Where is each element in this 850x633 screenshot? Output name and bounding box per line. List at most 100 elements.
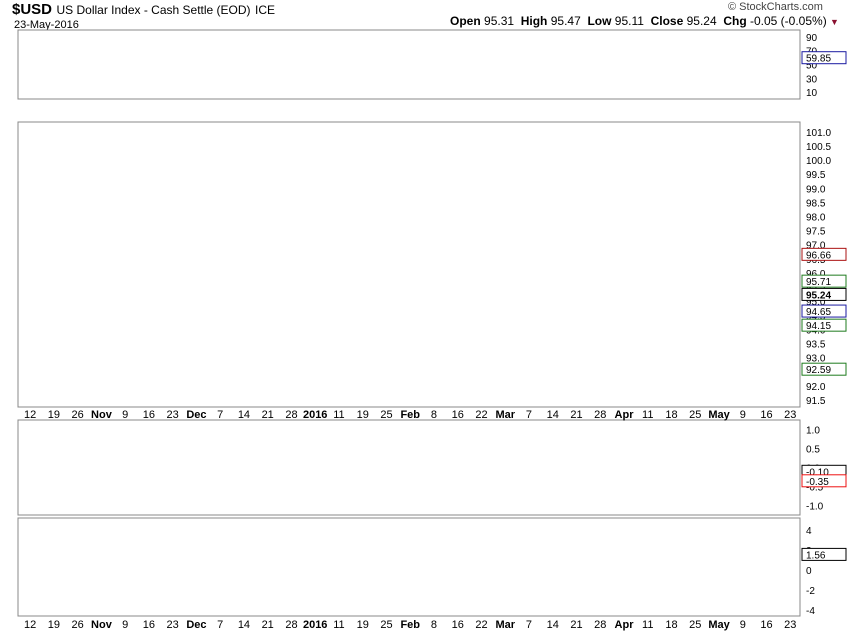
y-tick-label: 96.0 [806,269,826,280]
roc-frame [17,517,801,617]
x-tick-label: 7 [217,619,223,631]
rsi-frame [17,29,801,100]
y-tick-label: 97.5 [806,227,826,238]
y-tick-label: 90 [806,33,818,44]
x-tick-label: 11 [642,409,653,421]
chg-value: -0.05 (-0.05%) [750,14,827,28]
x-tick-label: 12 [24,619,36,631]
x-tick-label: Mar [495,619,515,631]
x-tick-label: 18 [665,619,677,631]
x-tick-label: 23 [784,409,796,421]
roc-right-label: 1.56 [806,550,826,561]
price-right-label: 95.71 [806,277,831,288]
price-frame [17,121,801,408]
low-value: 95.11 [614,14,644,28]
y-tick-label: 99.0 [806,184,826,195]
x-tick-label: 14 [238,409,250,421]
x-tick-label: 16 [760,619,772,631]
x-tick-label: 16 [760,409,772,421]
x-tick-label: 16 [143,619,155,631]
x-tick-label: 9 [122,409,128,421]
x-tick-label: 21 [262,619,274,631]
y-tick-label: 93.5 [806,340,826,351]
x-tick-label: 14 [238,619,250,631]
x-tick-label: 11 [333,409,344,421]
x-tick-label: 19 [357,619,369,631]
y-tick-label: 30 [806,74,818,85]
x-tick-label: Feb [400,619,420,631]
x-tick-label: 7 [526,409,532,421]
x-tick-label: 16 [452,619,464,631]
y-tick-label: 0.5 [806,445,820,456]
x-tick-label: 21 [262,409,274,421]
x-tick-label: 8 [431,619,437,631]
x-tick-label: 25 [689,619,701,631]
y-tick-label: 101.0 [806,128,831,139]
watermark: © StockCharts.com [728,1,823,13]
x-tick-label: 28 [594,619,606,631]
x-tick-label: 7 [526,619,532,631]
y-tick-label: 100.0 [806,156,831,167]
x-tick-label: 19 [357,409,369,421]
pmo-frame [17,419,801,516]
x-tick-label: 7 [217,409,223,421]
x-tick-label: Mar [495,409,515,421]
open-label: Open [450,14,481,28]
close-label: Close [650,14,684,28]
x-tick-label: Nov [91,619,113,631]
x-tick-label: 18 [665,409,677,421]
pmo-right-label: -0.10 [806,467,829,478]
y-tick-label: 97.0 [806,241,826,252]
x-tick-label: 11 [333,619,344,631]
y-tick-label: 93.0 [806,354,826,365]
x-tick-label: Dec [186,619,206,631]
pmo-right-label-box [801,474,847,488]
price-right-label-box [801,304,847,318]
pmo-right-label: -0.35 [806,477,829,488]
x-tick-label: 8 [431,409,437,421]
high-label: High [520,14,548,28]
y-tick-label: 4 [806,526,812,537]
x-tick-label: 28 [594,409,606,421]
x-tick-label: 2016 [303,409,327,421]
x-tick-label: 14 [547,409,559,421]
close-value: 95.24 [686,14,717,28]
y-tick-label: 0 [806,566,812,577]
y-tick-label: -0.5 [806,483,824,494]
price-right-label-box [801,247,847,261]
y-tick-label: 100.5 [806,142,831,153]
x-tick-label: 23 [167,409,179,421]
x-tick-label: 28 [285,619,297,631]
y-tick-label: 50 [806,61,818,72]
rsi-last-value: 59.85 [806,54,831,65]
y-tick-label: -4 [806,606,815,617]
x-tick-label: 26 [72,619,84,631]
y-tick-label: -2 [806,586,815,597]
y-tick-label: 95.0 [806,297,826,308]
x-tick-label: 22 [475,619,487,631]
x-tick-label: 16 [143,409,155,421]
chart-header: $USD US Dollar Index - Cash Settle (EOD)… [12,1,275,19]
chg-label: Chg [723,14,747,28]
x-axis: 12 19 26 Nov 9 16 23 Dec 7 14 21 28 2016 11 19 25 Feb 8 16… [24,409,796,631]
exchange: ICE [254,3,275,17]
x-tick-label: 19 [48,619,60,631]
y-tick-label: 99.5 [806,170,826,181]
price-right-label: 94.65 [806,307,831,318]
x-tick-label: 25 [380,409,392,421]
y-tick-label: -1.0 [806,502,824,513]
chart-date: 23-May-2016 [14,19,79,31]
x-tick-label: 28 [285,409,297,421]
price-right-label-box [801,318,847,332]
x-tick-label: 9 [740,409,746,421]
x-tick-label: 22 [475,409,487,421]
quote-bar: Open 95.31 High 95.47 Low 95.11 Close 95… [450,14,839,28]
high-value: 95.47 [550,14,581,28]
x-tick-label: Apr [615,619,635,631]
rsi-last-value-box [801,51,847,65]
x-tick-label: Dec [186,409,206,421]
x-tick-label: 9 [122,619,128,631]
x-tick-label: 11 [642,619,653,631]
x-tick-label: 9 [740,619,746,631]
x-tick-label: 23 [784,619,796,631]
